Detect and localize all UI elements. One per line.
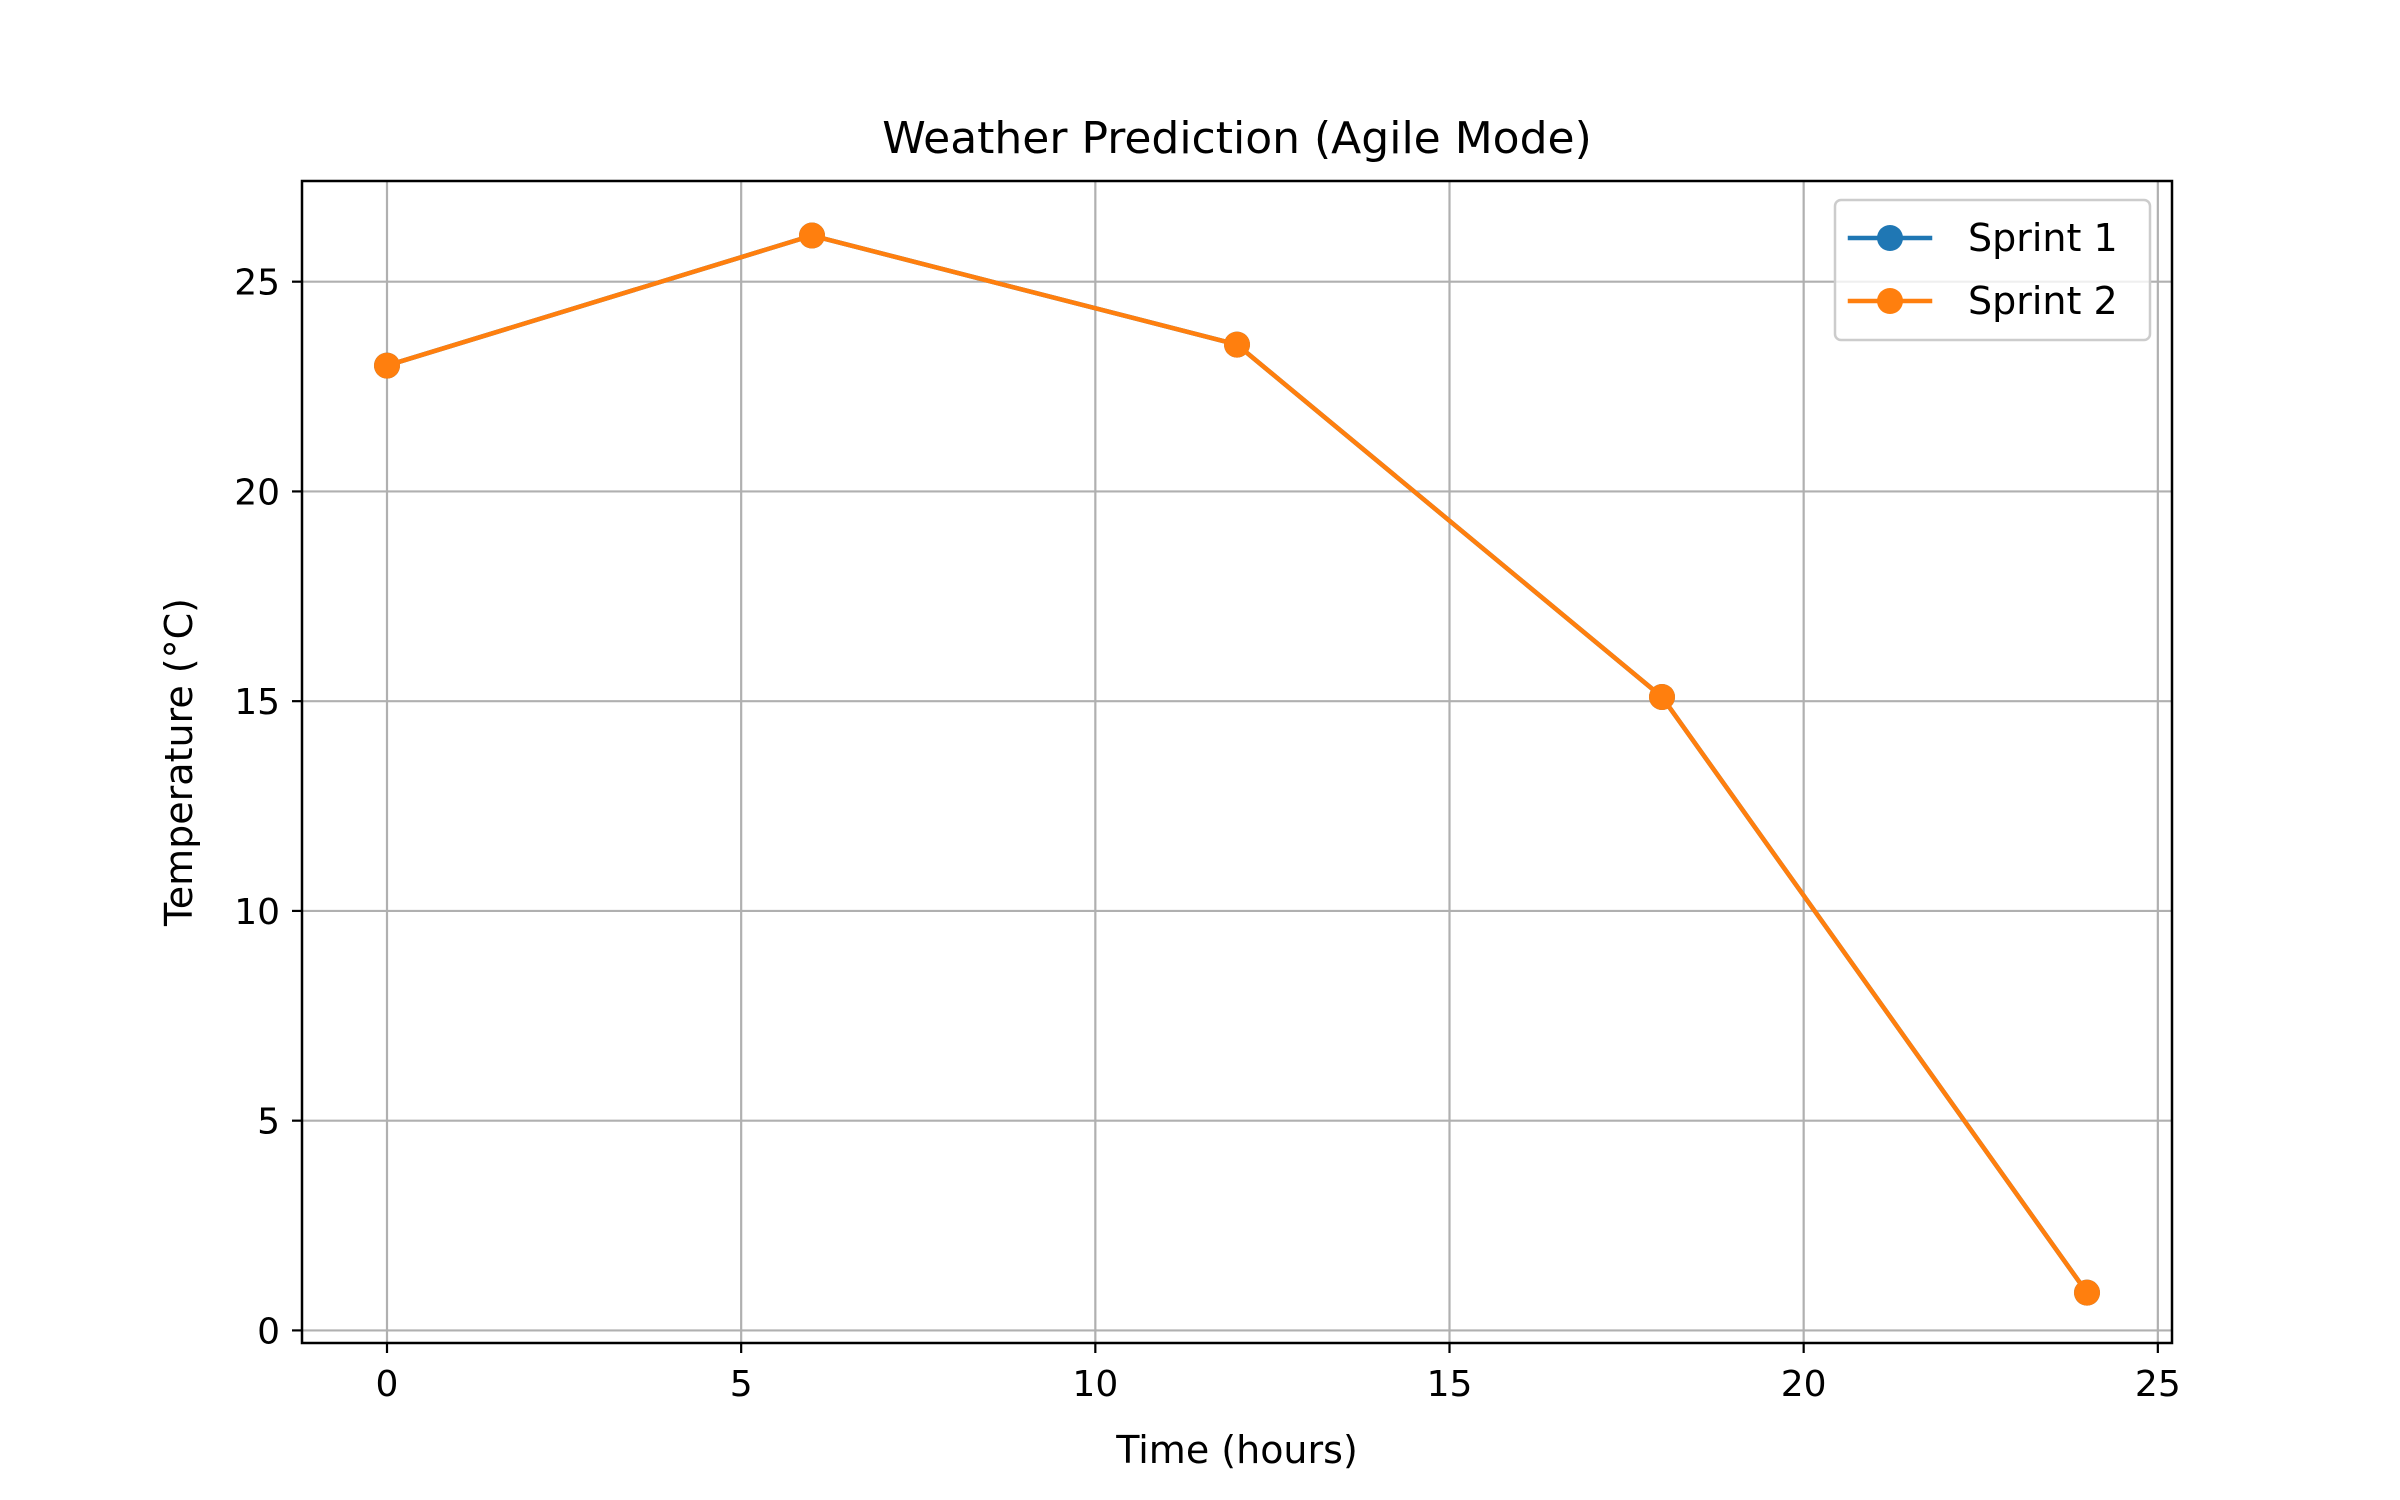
- data-point-sprint-2: [799, 222, 825, 249]
- data-point-sprint-2: [374, 352, 400, 379]
- legend-marker-sprint-1: [1877, 225, 1903, 251]
- y-tick-label: 20: [234, 472, 280, 513]
- series-sprint-2: [374, 222, 2100, 1306]
- x-tick-label: 15: [1427, 1364, 1473, 1405]
- y-tick-label: 0: [257, 1311, 280, 1352]
- grid-lines: [302, 181, 2172, 1343]
- legend-label-sprint-1: Sprint 1: [1968, 216, 2118, 260]
- data-point-sprint-2: [2074, 1279, 2100, 1306]
- y-tick-label: 15: [234, 682, 280, 723]
- x-axis-label: Time (hours): [1115, 1428, 1358, 1472]
- series-sprint-1: [374, 222, 2100, 1306]
- x-tick-label: 20: [1781, 1364, 1827, 1405]
- series-line-sprint-1: [386, 233, 2089, 1294]
- y-tick-label: 10: [234, 892, 280, 933]
- y-axis-label: Temperature (°C): [157, 598, 201, 927]
- data-point-sprint-2: [1649, 683, 1675, 710]
- axis-ticks: 0 5 10 15 20 25 0 5 10 15 20 25: [234, 263, 2181, 1405]
- x-tick-label: 5: [730, 1364, 753, 1405]
- plot-frame: [300, 179, 2174, 1345]
- legend-box: [1833, 198, 2152, 342]
- x-tick-label: 10: [1072, 1364, 1118, 1405]
- data-point-sprint-2: [1224, 331, 1250, 358]
- x-tick-label: 0: [376, 1364, 399, 1405]
- legend-marker-sprint-2: [1877, 288, 1903, 314]
- chart-title: Weather Prediction (Agile Mode): [882, 113, 1592, 164]
- legend-label-sprint-2: Sprint 2: [1968, 279, 2118, 323]
- series-line-sprint-2: [386, 233, 2089, 1294]
- legend: Sprint 1 Sprint 2: [1833, 198, 2152, 342]
- x-tick-label: 25: [2135, 1364, 2181, 1405]
- y-tick-label: 25: [234, 263, 280, 304]
- plot-series: [374, 222, 2100, 1306]
- y-tick-label: 5: [257, 1102, 280, 1143]
